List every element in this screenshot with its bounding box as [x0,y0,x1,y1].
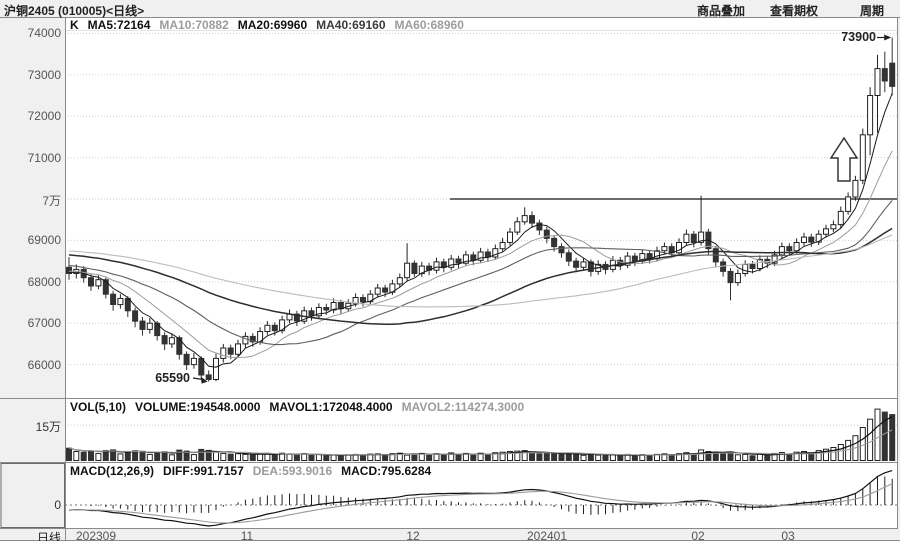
legend-item: MAVOL2:114274.3000 [401,400,525,414]
legend-item: MACD(12,26,9) [70,464,155,478]
price-axis-label: 73000 [27,68,61,82]
volume-axis-label: 15万 [35,420,61,434]
legend-item: DIFF:991.7157 [163,464,244,478]
legend-item: VOL(5,10) [70,400,127,414]
legend-item: MA10:70882 [159,18,229,32]
price-axis-label: 74000 [27,26,61,40]
legend-item: MA40:69160 [316,18,386,32]
kline-legend: K MA5:72164 MA10:70882 MA20:69960 MA40:69160… [70,18,464,32]
price-axis-label: 72000 [27,109,61,123]
month-label: 12 [406,529,420,541]
legend-item: DEA:593.9016 [252,464,333,478]
price-axis-label: 7万 [42,194,61,208]
legend-item: MAVOL1:172048.4000 [269,400,393,414]
period-mode-label[interactable]: 日线 [36,531,61,541]
month-label: 03 [781,529,795,541]
legend-item: VOLUME:194548.0000 [135,400,261,414]
legend-item: MA60:68960 [394,18,464,32]
month-label: 202309 [75,529,117,541]
price-axis-label: 68000 [27,275,61,289]
up-arrow-icon [829,136,859,182]
macd-axis-label: 0 [54,498,61,512]
low-price-annotation: 65590 [155,371,190,385]
menu-item-2[interactable]: 查看期权 [770,4,819,18]
app-title: 沪铜2405 (010005)<日线> [4,4,145,18]
high-price-annotation: 73900 [841,30,876,44]
title-bar: 沪铜2405 (010005)<日线> [0,0,900,18]
price-axis-label: 69000 [27,233,61,247]
legend-item: K [70,18,79,32]
month-label: 11 [240,529,254,541]
price-axis-label: 66000 [27,358,61,372]
price-axis-label: 71000 [27,151,61,165]
menu-item-1[interactable]: 商品叠加 [697,4,746,18]
legend-item: MA5:72164 [87,18,151,32]
volume-legend: VOL(5,10) VOLUME:194548.0000 MAVOL1:172048… [70,400,524,414]
legend-item: MA20:69960 [237,18,308,32]
price-axis-label: 67000 [27,316,61,330]
menu-item-3[interactable]: 周期 [860,4,885,18]
macd-legend: MACD(12,26,9) DIFF:991.7157 DEA:593.9016 MA… [70,464,431,478]
month-label: 02 [691,529,705,541]
legend-item: MACD:795.6284 [341,464,432,478]
month-label: 202401 [526,529,568,541]
